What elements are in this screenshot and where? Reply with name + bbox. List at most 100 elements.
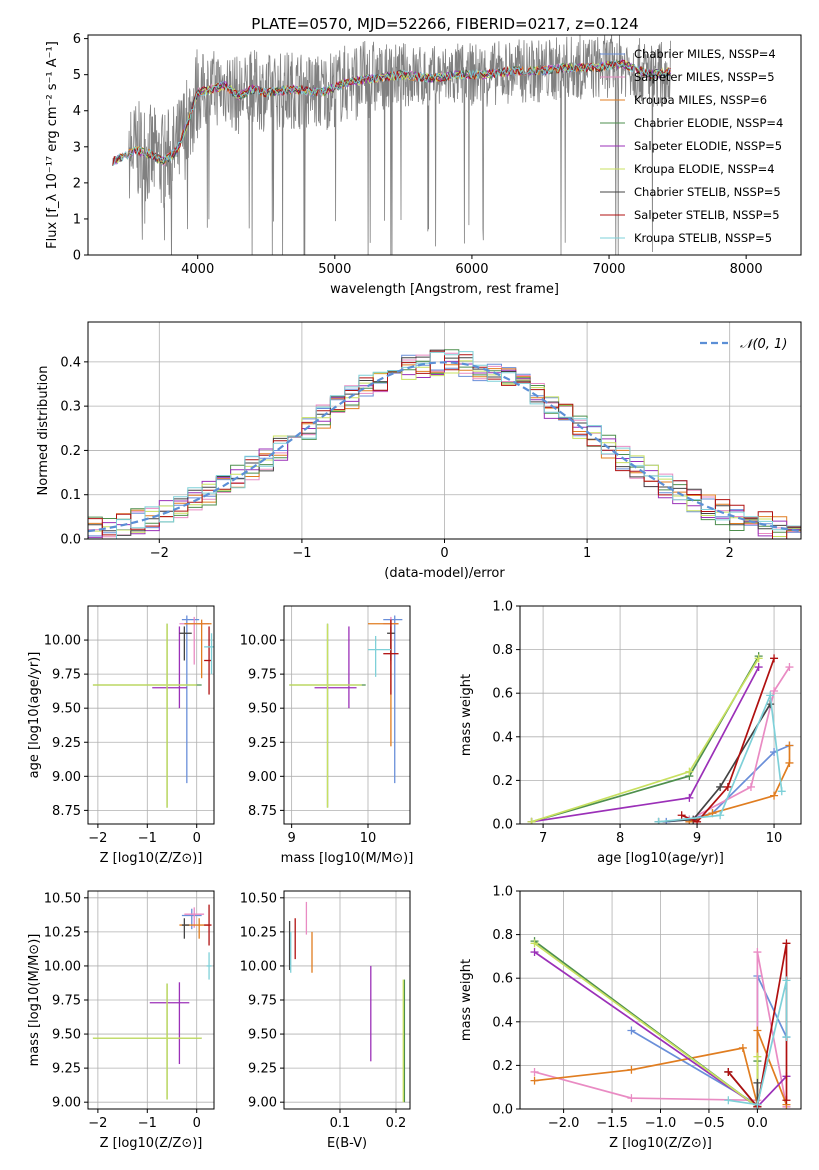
panel-weight_vs_age: 7 8 9 10 0.0 0.2 0.4 0.6 0.8 1.0 age [log10(age/yr… <box>459 600 802 866</box>
y-tick-label: 0.8 <box>492 928 513 943</box>
x-tick-label: 4000 <box>181 262 214 277</box>
figure-title: PLATE=0570, MJD=52266, FIBERID=0217, z=0… <box>251 15 638 33</box>
data-point <box>782 939 791 948</box>
y-tick-label: 9.25 <box>52 736 81 751</box>
data-point <box>766 691 775 700</box>
data-point <box>754 654 763 663</box>
x-axis-label: mass [log10(M/M⊙)] <box>281 851 414 866</box>
data-point <box>777 787 786 796</box>
y-tick-label: 0.6 <box>492 972 513 987</box>
histogram-step <box>88 350 801 539</box>
y-tick-label: 9.25 <box>248 1062 277 1077</box>
legend-label: Salpeter ELODIE, NSSP=5 <box>634 139 782 153</box>
data-point <box>627 1026 636 1035</box>
y-tick-label: 8.75 <box>52 804 81 819</box>
x-tick-label: 8 <box>616 831 624 846</box>
weight-line <box>534 1030 788 1105</box>
legend-label: Kroupa STELIB, NSSP=5 <box>634 231 772 245</box>
data-point <box>654 817 663 824</box>
y-tick-label: 0.0 <box>60 533 81 548</box>
plot-area-residuals <box>88 349 801 539</box>
x-axis-label: Z [log10(Z/Z⊙)] <box>100 1136 203 1151</box>
data-point <box>693 817 702 824</box>
y-tick-label: 9.25 <box>248 736 277 751</box>
legend-label: Kroupa ELODIE, NSSP=4 <box>634 162 775 176</box>
y-tick-label: 3 <box>73 140 81 155</box>
data-point <box>723 782 732 791</box>
y-tick-label: 1 <box>73 212 81 227</box>
y-tick-label: 0.8 <box>492 643 513 658</box>
x-tick-label: 9 <box>287 831 295 846</box>
data-point <box>685 767 694 776</box>
x-tick-label: 9 <box>693 831 701 846</box>
weight-line <box>689 666 791 821</box>
x-tick-label: 0 <box>440 546 448 561</box>
axes-frame <box>87 890 215 1110</box>
plot-area-age_vs_mass <box>289 615 403 808</box>
x-tick-label: −2 <box>88 1116 107 1131</box>
data-point <box>785 741 794 750</box>
panel-residuals: −2 −1 0 1 2 0.0 0.1 0.2 0.3 0.4 (data-model)/error… <box>36 321 802 581</box>
legend-label: Kroupa MILES, NSSP=6 <box>634 93 767 107</box>
y-tick-label: 0.2 <box>492 774 513 789</box>
x-axis-label: E(B-V) <box>327 1136 367 1151</box>
data-point <box>753 1100 762 1109</box>
legend-label: Chabrier STELIB, NSSP=5 <box>634 185 781 199</box>
panel-weight_vs_Z: −2.0 −1.5 −1.0 −0.5 0.0 0.0 0.2 0.4 0.6 0.8 1.0 Z [… <box>459 885 802 1151</box>
y-tick-label: 0.4 <box>492 1015 513 1030</box>
plot-area-weight_vs_Z <box>530 937 791 1109</box>
y-tick-label: 9.00 <box>52 770 81 785</box>
y-tick-label: 0.4 <box>60 355 81 370</box>
data-point <box>527 817 536 824</box>
x-tick-label: −2 <box>150 546 169 561</box>
y-tick-label: 0.2 <box>492 1059 513 1074</box>
axes-frame <box>283 605 411 825</box>
legend-label: Salpeter STELIB, NSSP=5 <box>634 208 780 222</box>
y-tick-label: 5 <box>73 68 81 83</box>
data-point <box>770 654 779 663</box>
y-tick-label: 9.50 <box>248 702 277 717</box>
data-point <box>770 687 779 696</box>
data-point <box>627 1094 636 1103</box>
plot-area-spectrum <box>112 35 671 255</box>
x-tick-label: 1 <box>583 546 591 561</box>
plot-area-weight_vs_age <box>527 652 794 824</box>
normal-curve <box>88 361 801 533</box>
y-axis-label: mass weight <box>459 674 474 756</box>
data-point <box>785 663 794 672</box>
x-tick-label: 2 <box>726 546 734 561</box>
data-point <box>724 1096 733 1105</box>
data-point <box>716 782 725 791</box>
data-point <box>753 1078 762 1087</box>
y-tick-label: 10.50 <box>240 891 277 906</box>
y-axis-label: Normed distribution <box>36 366 51 496</box>
data-point <box>724 1067 733 1076</box>
data-point <box>746 782 755 791</box>
x-tick-label: 6000 <box>455 262 488 277</box>
y-tick-label: 0.2 <box>60 444 81 459</box>
data-spectrum-line <box>112 35 671 255</box>
y-tick-label: 8.75 <box>248 804 277 819</box>
y-axis-label: age [log10(age/yr)] <box>27 652 42 779</box>
axes-frame <box>87 605 215 825</box>
legend-label: Chabrier ELODIE, NSSP=4 <box>634 116 783 130</box>
y-tick-label: 1.0 <box>492 885 513 900</box>
x-tick-label: 10 <box>766 831 783 846</box>
x-tick-label: 0.0 <box>747 1116 768 1131</box>
y-tick-label: 4 <box>73 104 81 119</box>
x-tick-label: 5000 <box>318 262 351 277</box>
x-tick-label: 10 <box>360 831 377 846</box>
x-tick-label: −1.5 <box>596 1116 628 1131</box>
x-tick-label: 7000 <box>592 262 625 277</box>
x-tick-label: −1.0 <box>645 1116 677 1131</box>
data-point <box>782 1096 791 1105</box>
x-tick-label: 8000 <box>730 262 763 277</box>
y-tick-label: 0.1 <box>60 488 81 503</box>
y-tick-label: 0.3 <box>60 400 81 415</box>
panel-spectrum: 4000 5000 6000 7000 8000 0 1 2 3 4 5 6 wavelength [A… <box>45 32 802 297</box>
y-tick-label: 10.00 <box>44 634 81 649</box>
y-tick-label: 9.50 <box>52 1028 81 1043</box>
legend-label: 𝒩(0, 1) <box>740 337 787 352</box>
data-point <box>716 811 725 820</box>
y-tick-label: 10.25 <box>240 925 277 940</box>
